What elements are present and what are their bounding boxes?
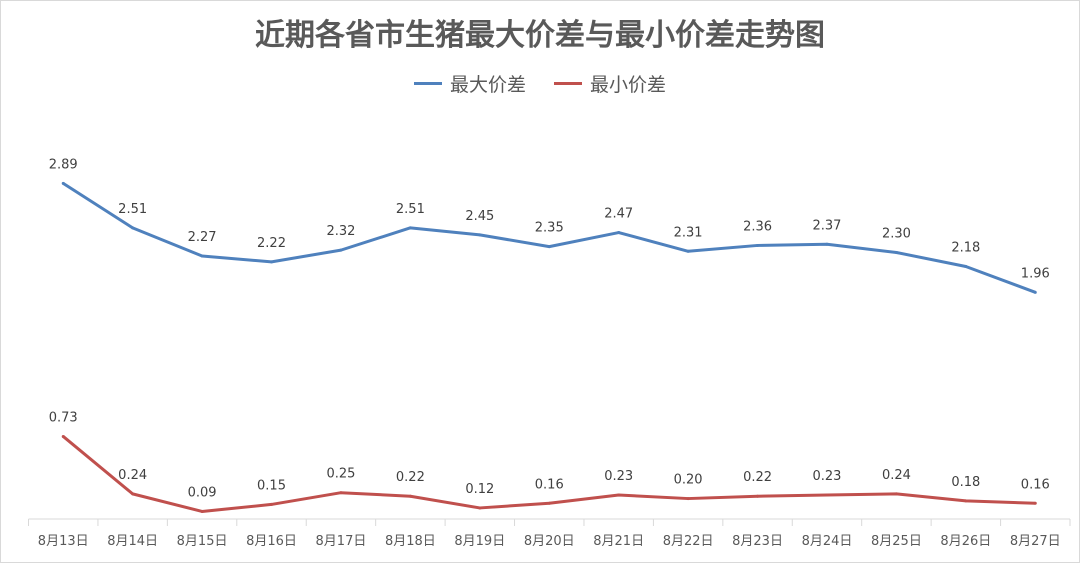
data-label: 2.45 bbox=[465, 209, 494, 224]
data-point bbox=[478, 506, 482, 510]
x-tick-label: 8月25日 bbox=[871, 534, 922, 549]
data-point bbox=[339, 248, 343, 252]
data-label: 0.12 bbox=[465, 482, 494, 497]
x-tick-label: 8月18日 bbox=[385, 534, 436, 549]
data-point bbox=[270, 502, 274, 506]
data-point bbox=[686, 249, 690, 253]
data-point bbox=[686, 497, 690, 501]
legend-label-min: 最小价差 bbox=[590, 74, 667, 96]
data-point bbox=[825, 493, 829, 497]
x-tick-label: 8月21日 bbox=[593, 534, 644, 549]
x-tick-label: 8月27日 bbox=[1010, 534, 1061, 549]
data-point bbox=[894, 492, 898, 496]
data-point bbox=[339, 491, 343, 495]
x-tick-label: 8月15日 bbox=[177, 534, 228, 549]
data-point bbox=[964, 499, 968, 503]
x-tick-label: 8月17日 bbox=[316, 534, 367, 549]
data-label: 2.51 bbox=[118, 202, 147, 217]
data-point bbox=[547, 501, 551, 505]
data-label: 0.22 bbox=[743, 470, 772, 485]
legend-item-max: 最大价差 bbox=[413, 70, 526, 97]
x-tick-label: 8月23日 bbox=[732, 534, 783, 549]
data-label: 2.32 bbox=[326, 224, 355, 239]
data-label: 0.22 bbox=[396, 470, 425, 485]
data-label: 2.22 bbox=[257, 236, 286, 251]
data-label: 2.31 bbox=[674, 225, 703, 240]
data-point bbox=[825, 242, 829, 246]
legend-swatch-min bbox=[554, 82, 582, 85]
data-label: 2.89 bbox=[49, 157, 78, 172]
data-point bbox=[270, 260, 274, 264]
data-point bbox=[1033, 290, 1037, 294]
chart-title: 近期各省市生猪最大价差与最小价差走势图 bbox=[255, 18, 825, 53]
data-point bbox=[408, 226, 412, 230]
data-label: 0.16 bbox=[535, 477, 564, 492]
data-point bbox=[756, 494, 760, 498]
data-point bbox=[478, 233, 482, 237]
data-point bbox=[617, 231, 621, 235]
data-point bbox=[756, 243, 760, 247]
data-label: 2.37 bbox=[813, 218, 842, 233]
data-label: 0.25 bbox=[326, 467, 355, 482]
data-label: 0.09 bbox=[188, 485, 217, 500]
data-label: 0.23 bbox=[604, 469, 633, 484]
data-point bbox=[1033, 501, 1037, 505]
legend-label-max: 最大价差 bbox=[449, 74, 526, 96]
data-point bbox=[547, 245, 551, 249]
data-label: 2.51 bbox=[396, 202, 425, 217]
data-point bbox=[408, 494, 412, 498]
data-label: 1.96 bbox=[1021, 266, 1050, 281]
data-label: 0.20 bbox=[674, 473, 703, 488]
legend-swatch-max bbox=[413, 82, 442, 85]
data-point bbox=[131, 492, 135, 496]
data-label: 2.35 bbox=[535, 221, 564, 236]
legend: 最大价差 最小价差 bbox=[0, 70, 1080, 97]
x-tick-label: 8月19日 bbox=[454, 534, 505, 549]
data-label: 2.47 bbox=[604, 207, 633, 222]
data-label: 0.24 bbox=[118, 468, 147, 483]
legend-item-min: 最小价差 bbox=[554, 70, 666, 97]
x-tick-label: 8月20日 bbox=[524, 534, 575, 549]
x-tick-label: 8月22日 bbox=[663, 534, 714, 549]
data-point bbox=[200, 254, 204, 258]
data-label: 0.23 bbox=[813, 469, 842, 484]
data-label: 0.16 bbox=[1021, 477, 1050, 492]
x-tick-label: 8月26日 bbox=[940, 534, 991, 549]
data-label: 0.18 bbox=[951, 475, 980, 490]
x-tick-label: 8月14日 bbox=[107, 534, 158, 549]
data-label: 0.73 bbox=[49, 410, 78, 425]
data-point bbox=[200, 509, 204, 513]
data-label: 2.30 bbox=[882, 226, 911, 241]
data-point bbox=[894, 250, 898, 254]
data-label: 0.24 bbox=[882, 468, 911, 483]
x-tick-label: 8月24日 bbox=[802, 534, 853, 549]
data-label: 2.36 bbox=[743, 219, 772, 234]
data-point bbox=[61, 181, 65, 185]
data-label: 2.18 bbox=[951, 241, 980, 256]
data-point bbox=[131, 226, 135, 230]
data-point bbox=[964, 265, 968, 269]
x-tick-label: 8月16日 bbox=[246, 534, 297, 549]
data-point bbox=[617, 493, 621, 497]
data-label: 0.15 bbox=[257, 478, 286, 493]
data-point bbox=[61, 434, 65, 438]
data-label: 2.27 bbox=[188, 230, 217, 245]
x-tick-label: 8月13日 bbox=[38, 534, 89, 549]
